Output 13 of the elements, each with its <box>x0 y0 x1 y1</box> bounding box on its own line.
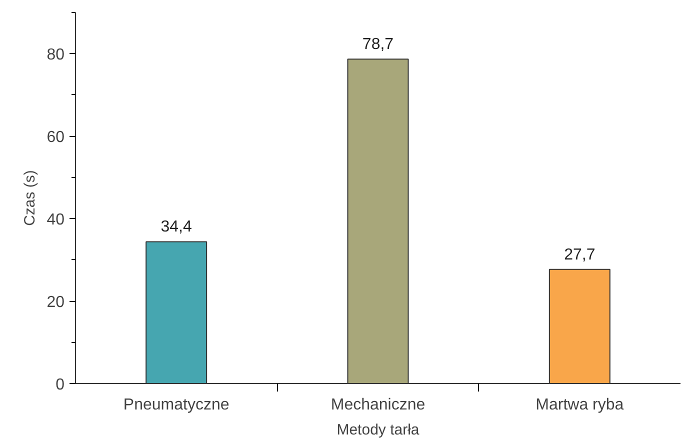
y-tick-label: 80 <box>46 46 65 64</box>
y-tick-label: 60 <box>46 129 65 146</box>
y-tick-label: 40 <box>46 212 65 229</box>
y-axis-title: Czas (s) <box>22 170 39 226</box>
y-tick-label: 0 <box>56 376 65 394</box>
data-label: 34,4 <box>160 218 192 236</box>
data-label: 27,7 <box>564 246 596 264</box>
data-label: 78,7 <box>362 36 394 54</box>
x-axis-title: Metody tarła <box>336 422 420 438</box>
x-tick-label: Martwa ryba <box>536 396 624 414</box>
x-tick-label: Mechaniczne <box>330 396 426 414</box>
x-tick-label: Pneumatyczne <box>123 396 230 414</box>
y-tick-label: 20 <box>46 294 65 312</box>
